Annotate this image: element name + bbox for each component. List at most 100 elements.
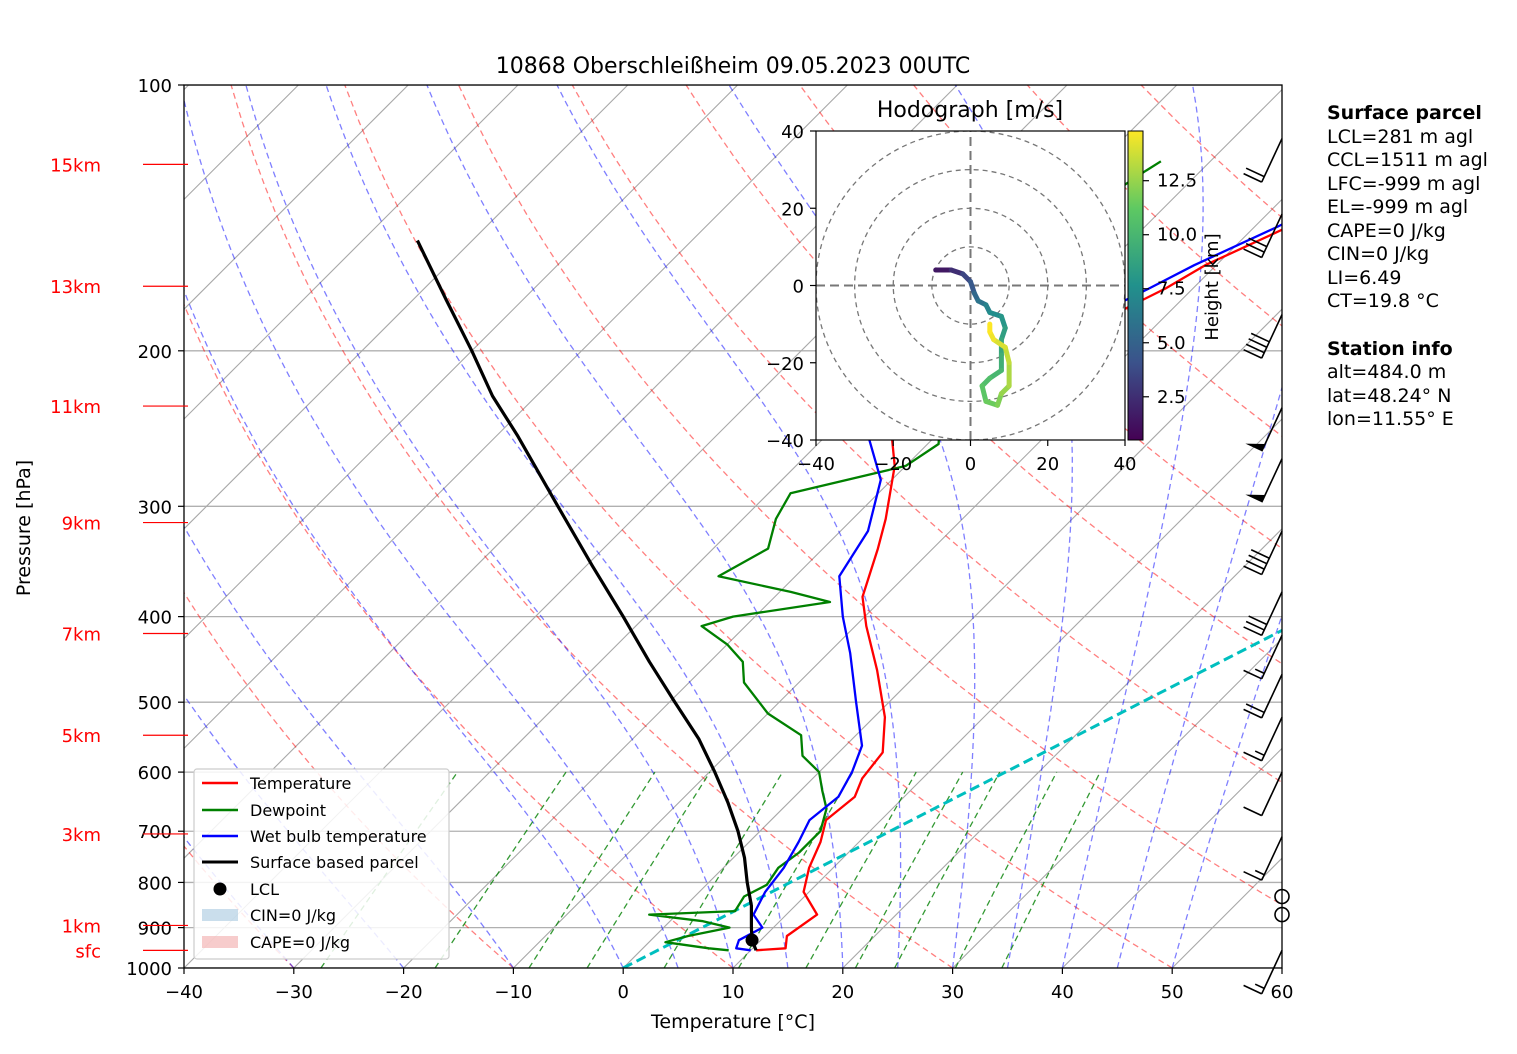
legend: Temperature Dewpoint Wet bulb temperatur…	[193, 768, 450, 960]
barb-shaft	[1260, 138, 1283, 183]
dry-adiabat	[184, 302, 734, 968]
barb-half	[1254, 668, 1265, 675]
x-tick-label: 10	[722, 982, 745, 1003]
y-tick-label: 800	[138, 873, 172, 894]
x-tick-label: 40	[1051, 982, 1074, 1003]
isotherm	[732, 418, 1282, 968]
ct-value: CT=19.8 °C	[1327, 290, 1439, 312]
barb-half	[1254, 983, 1265, 990]
reference-line	[622, 628, 1282, 968]
colorbar-ticks: 2.5 5.0 7.5 10.0 12.5	[1143, 171, 1197, 408]
isotherm	[184, 85, 848, 750]
x-tick-label: 60	[1271, 982, 1294, 1003]
x-tick-label: 30	[941, 982, 964, 1003]
info-panel: Surface parcel LCL=281 m agl CCL=1511 m …	[1327, 102, 1488, 432]
height-label: sfc	[75, 941, 101, 962]
x-tick-label: −40	[165, 982, 203, 1003]
hodo-y-tick-label: 40	[781, 122, 804, 143]
mixing-ratio-line	[894, 771, 1001, 968]
wind-barbs	[1243, 138, 1290, 995]
el-value: EL=-999 m agl	[1327, 196, 1469, 218]
barb-shaft	[1260, 213, 1283, 258]
legend-lcl: LCL	[250, 880, 279, 899]
hodo-x-tick-label: −20	[874, 454, 912, 475]
series-wet-bulb-temperature	[735, 223, 1282, 952]
barb-shaft	[1260, 674, 1283, 719]
barb-full	[1250, 332, 1270, 343]
y-tick-label: 1000	[126, 959, 172, 980]
barb-shaft	[1260, 458, 1283, 503]
hodo-x-tick-label: −40	[797, 454, 835, 475]
cin-value: CIN=0 J/kg	[1327, 243, 1430, 265]
hodograph-trace	[933, 267, 1012, 408]
barb-full	[1243, 348, 1263, 359]
series-temperature	[756, 228, 1282, 952]
hodo-y-tick-label: 20	[781, 199, 804, 220]
isotherm	[184, 85, 629, 530]
isotherm	[952, 637, 1282, 968]
barb-full	[1248, 615, 1268, 626]
lon-value: lon=11.55° E	[1327, 408, 1454, 430]
barb-shaft	[1260, 716, 1283, 762]
barb-full	[1243, 565, 1263, 576]
moist-adiabat	[184, 97, 679, 968]
y-tick-label: 100	[138, 76, 172, 97]
isotherm	[622, 308, 1282, 968]
hodo-x-tick-label: 40	[1114, 454, 1137, 475]
moist-adiabat	[184, 525, 514, 968]
dry-adiabat	[344, 85, 1173, 968]
lcl-value: LCL=281 m agl	[1327, 125, 1474, 148]
mixing-ratio-line	[1001, 771, 1101, 968]
x-axis-label: Temperature [°C]	[650, 1011, 815, 1033]
colorbar-tick-label: 2.5	[1157, 387, 1186, 408]
x-tick-label: −10	[494, 982, 532, 1003]
barb-full	[1243, 669, 1263, 680]
barb-shaft	[1260, 314, 1283, 359]
y-tick-label: 600	[138, 763, 172, 784]
moist-adiabat	[426, 85, 844, 968]
height-label: 15km	[50, 155, 101, 176]
mixing-ratio-line	[805, 771, 917, 968]
barb-full	[1243, 172, 1263, 183]
series-surface-based-parcel	[415, 239, 758, 951]
barb-full	[1245, 167, 1265, 178]
mixing-ratio-line	[954, 771, 1058, 968]
barb-full	[1243, 248, 1263, 259]
barb-full	[1243, 626, 1263, 637]
hodograph-title: Hodograph [m/s]	[877, 98, 1063, 123]
moist-adiabat	[1171, 613, 1282, 968]
height-label: 3km	[62, 825, 101, 846]
y-tick-label: 900	[138, 919, 172, 940]
x-tick-label: −20	[385, 982, 423, 1003]
ccl-value: CCL=1511 m agl	[1327, 149, 1488, 171]
moist-adiabat	[728, 85, 976, 968]
barb-shaft	[1260, 407, 1283, 452]
lfc-value: LFC=-999 m agl	[1327, 172, 1481, 195]
x-tick-label: 50	[1161, 982, 1184, 1003]
hodograph-segment	[1002, 344, 1012, 366]
isotherm	[1062, 747, 1282, 968]
moist-adiabat	[1061, 85, 1204, 968]
barb-full	[1245, 703, 1265, 714]
isotherm	[184, 85, 519, 420]
colorbar-tick-label: 7.5	[1157, 279, 1186, 300]
legend-wetbulb: Wet bulb temperature	[250, 827, 427, 846]
surface-parcel-title: Surface parcel	[1327, 102, 1482, 124]
barb-full	[1248, 338, 1268, 348]
barb-shaft	[1260, 530, 1283, 575]
moist-adiabat	[245, 85, 734, 968]
y-tick-label: 500	[138, 693, 172, 714]
axis-ticks: −40 −30 −20 −10 0 10 20 30 40 50 60100090080070060…	[126, 76, 1293, 1003]
height-label: 5km	[62, 726, 101, 747]
moist-adiabat	[556, 85, 902, 968]
barb-full	[1245, 559, 1265, 570]
lat-value: lat=48.24° N	[1327, 384, 1452, 407]
y-tick-label: 700	[138, 822, 172, 843]
barb-flag	[1245, 494, 1266, 503]
barb-full	[1243, 806, 1263, 817]
hodo-y-tick-label: −40	[766, 431, 804, 452]
calm-marker	[1274, 888, 1290, 905]
hodo-x-tick-label: 0	[965, 454, 976, 475]
barb-shaft	[1260, 836, 1283, 881]
height-label: 9km	[62, 514, 101, 535]
